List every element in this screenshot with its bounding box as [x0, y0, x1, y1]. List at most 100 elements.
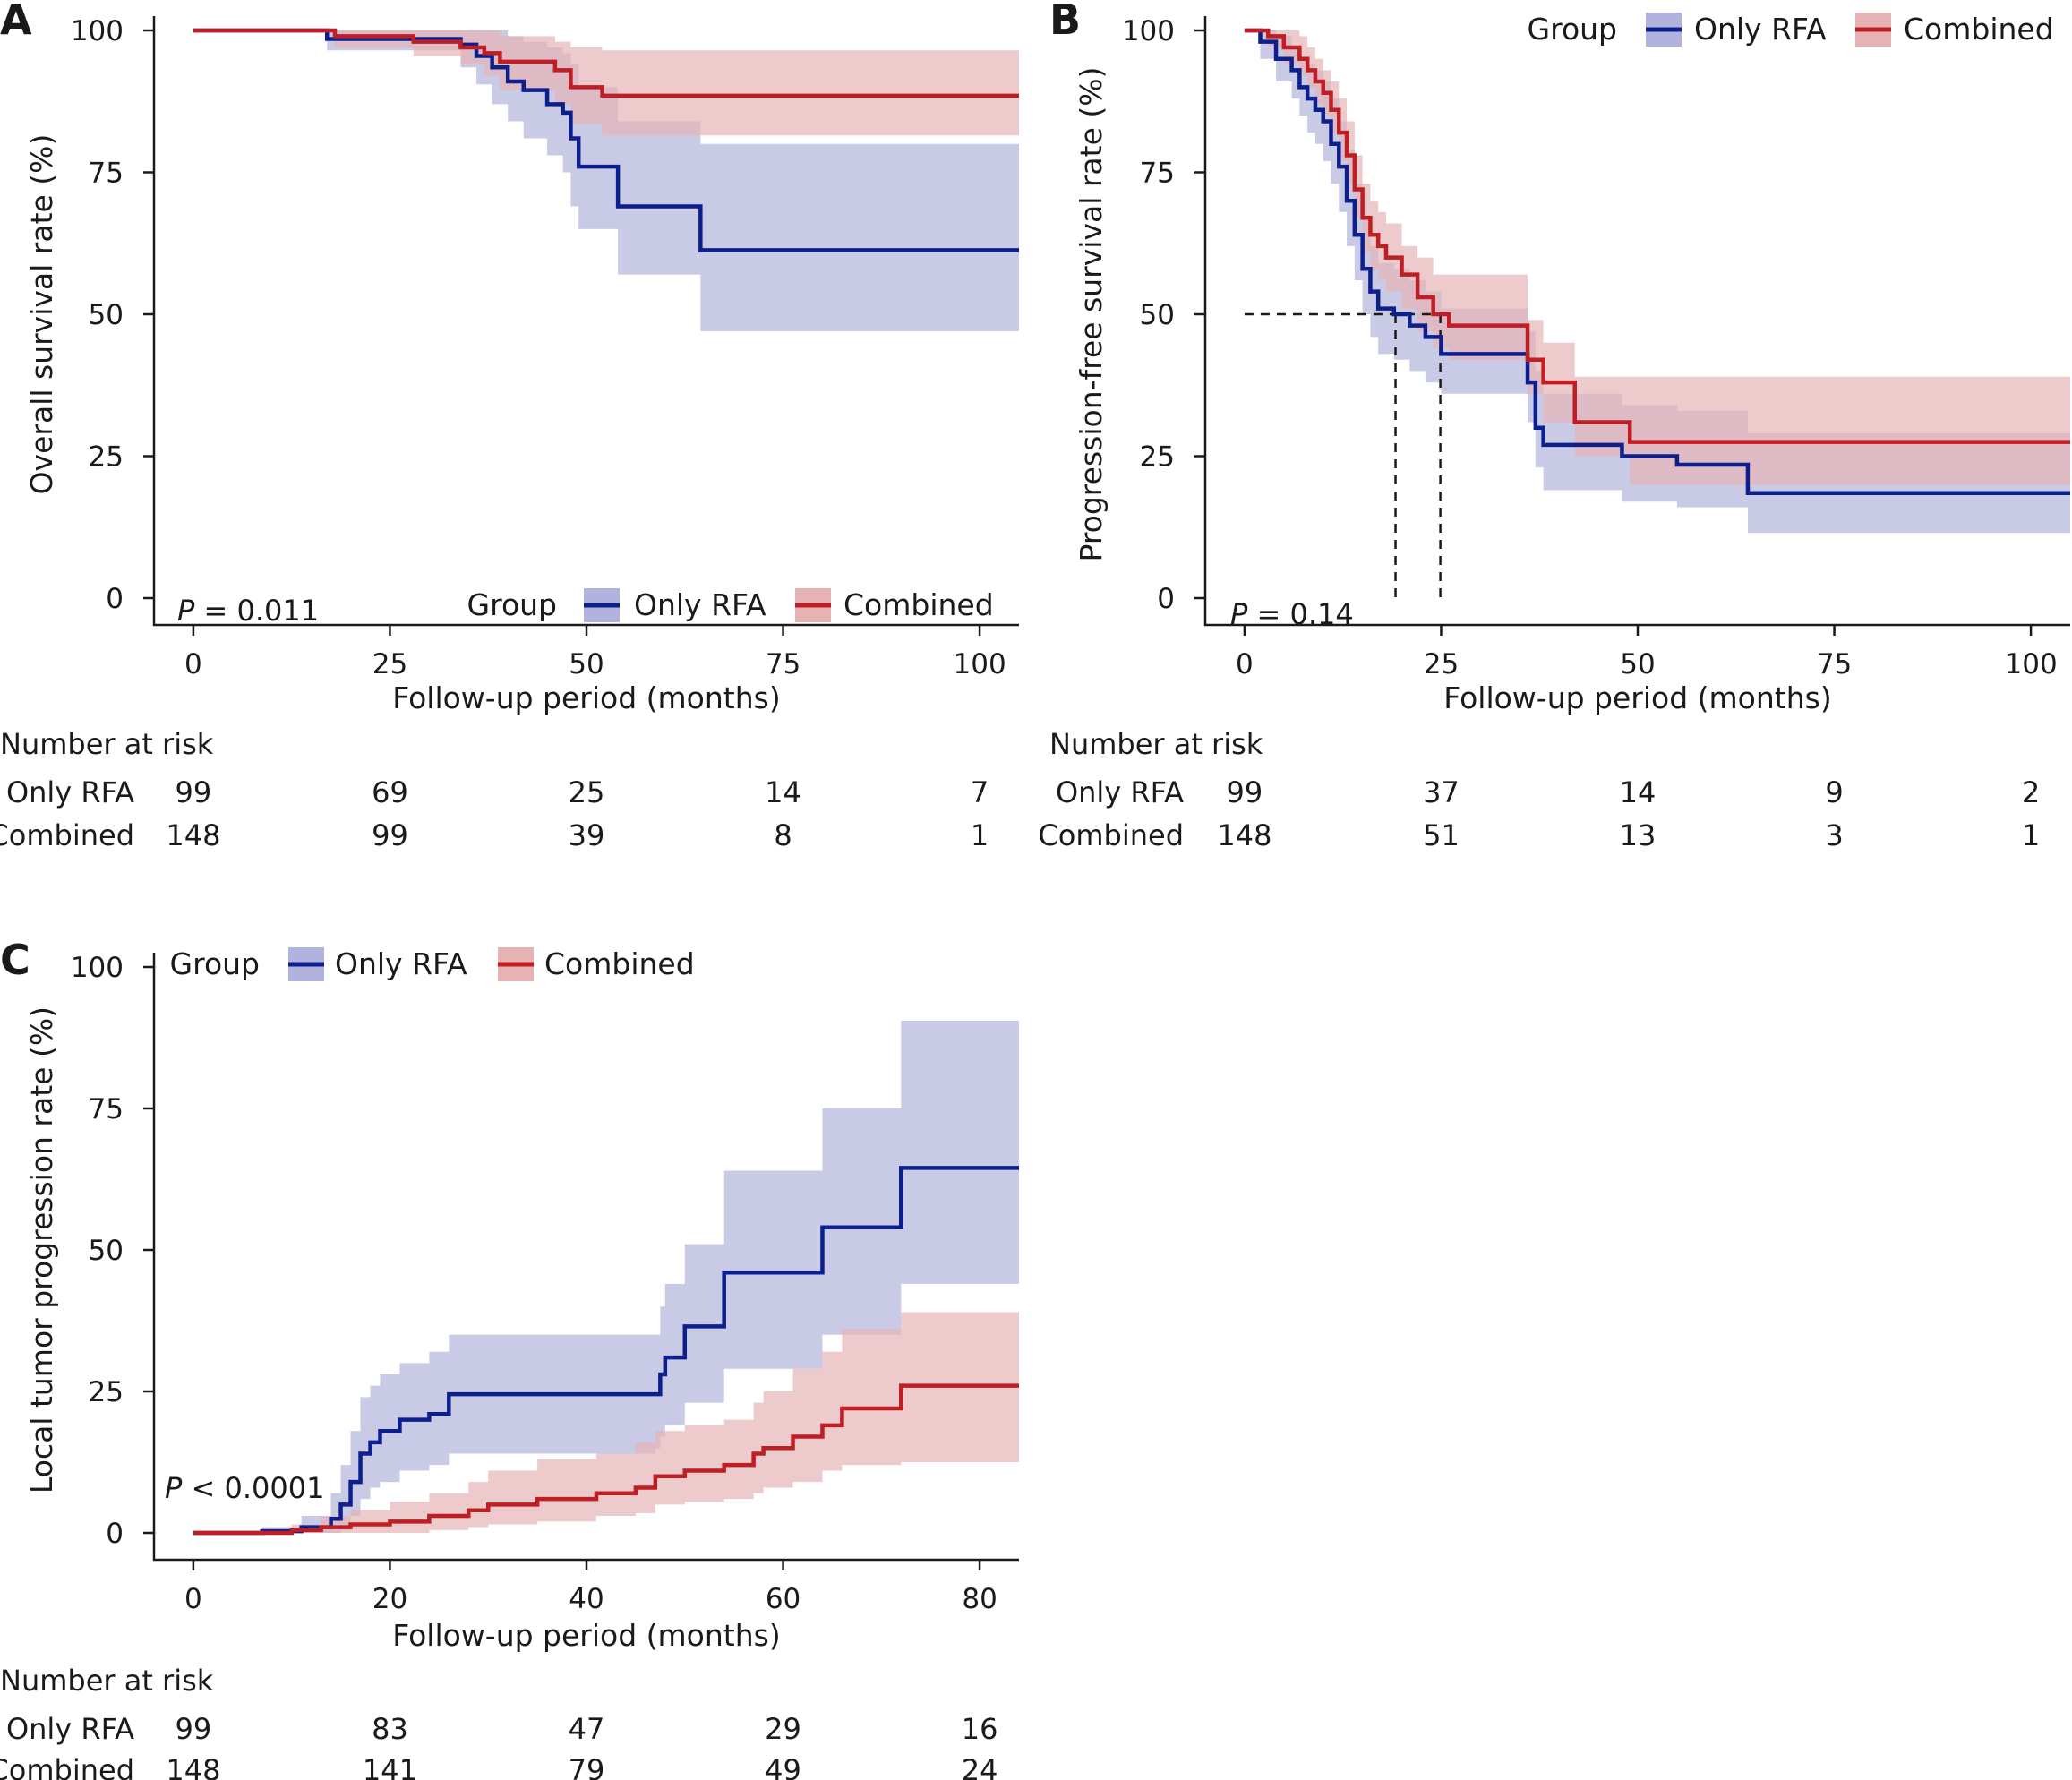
y-tick-label: 50	[1140, 299, 1175, 331]
risk-count: 141	[363, 1753, 417, 1780]
x-tick-label: 50	[569, 648, 604, 680]
y-axis-title: Progression-free survival rate (%)	[1074, 67, 1109, 562]
y-tick-label: 25	[1140, 441, 1175, 474]
x-tick-label: 100	[954, 648, 1006, 680]
p-value-text: = 0.011	[194, 594, 319, 628]
risk-count: 99	[1227, 775, 1263, 809]
y-tick-label: 75	[89, 158, 124, 190]
x-tick-label: 50	[1620, 648, 1655, 680]
panel-label: B	[1049, 0, 1081, 44]
curve-combined	[193, 1383, 1019, 1536]
risk-row-label: Combined	[0, 1753, 134, 1780]
y-axis-title: Overall survival rate (%)	[24, 134, 59, 495]
p-value-label: P < 0.0001	[165, 1471, 324, 1505]
y-axis-title: Local tumor progression rate (%)	[24, 1006, 59, 1493]
panel-b: B 0 25 50 75 100 0 25 50 75 100 Follow-up period (m…	[1038, 0, 2070, 852]
ci-band-only-rfa	[193, 30, 1020, 332]
risk-count: 99	[176, 1712, 212, 1746]
risk-row-label: Only RFA	[6, 1712, 134, 1746]
y-tick-label: 75	[1140, 158, 1175, 190]
risk-count: 16	[962, 1712, 998, 1746]
risk-count: 24	[962, 1753, 998, 1780]
legend-entry-label: Combined	[544, 946, 695, 981]
curve-combined	[1244, 28, 2070, 444]
risk-table: Number at risk Only RFA 99 37 14 9 2 Combined 14…	[1038, 727, 2040, 852]
risk-count: 148	[166, 1753, 220, 1780]
y-tick-label: 100	[1122, 15, 1175, 47]
x-axis-title: Follow-up period (months)	[1443, 680, 1831, 715]
risk-count: 39	[569, 818, 605, 852]
risk-count: 14	[1620, 775, 1657, 809]
risk-row-label: Only RFA	[1056, 775, 1184, 809]
x-tick-label: 25	[372, 648, 407, 680]
y-tick-label: 100	[71, 15, 124, 47]
x-tick-label: 25	[1424, 648, 1459, 680]
x-tick-label: 80	[962, 1583, 997, 1615]
panel-label: C	[0, 936, 30, 984]
x-tick-label: 40	[569, 1583, 604, 1615]
risk-count: 1	[2022, 818, 2040, 852]
y-tick-label: 50	[89, 299, 124, 331]
risk-count: 99	[372, 818, 408, 852]
x-tick-label: 0	[184, 1583, 202, 1615]
risk-count: 49	[765, 1753, 801, 1780]
p-symbol: P	[165, 1471, 183, 1505]
p-value-text: < 0.0001	[182, 1471, 324, 1505]
legend: Group Only RFA Combined	[1528, 12, 2054, 47]
p-symbol: P	[177, 594, 195, 628]
legend: Group Only RFA Combined	[467, 587, 994, 622]
x-tick-label: 75	[1817, 648, 1852, 680]
panel-c: C 0 25 50 75 100 0 20 40 60 80 Follow-up period (mo…	[0, 936, 1020, 1780]
risk-count: 69	[372, 775, 408, 809]
y-tick-label: 50	[89, 1235, 124, 1267]
curve-only-rfa	[193, 28, 1019, 252]
risk-count: 9	[1825, 775, 1843, 809]
p-symbol: P	[1230, 597, 1248, 631]
y-tick-label: 75	[89, 1093, 124, 1125]
risk-count: 7	[971, 775, 989, 809]
y-tick-label: 100	[71, 952, 124, 984]
y-tick-label: 0	[106, 1518, 124, 1550]
legend-entry-label: Only RFA	[634, 587, 766, 622]
risk-count: 83	[372, 1712, 408, 1746]
y-tick-label: 0	[1157, 583, 1175, 615]
legend: Group Only RFA Combined	[170, 946, 695, 981]
axis-frame	[152, 953, 1019, 1562]
risk-table-title: Number at risk	[1049, 727, 1263, 761]
legend-entry-label: Combined	[1904, 12, 2054, 47]
risk-count: 8	[774, 818, 792, 852]
risk-count: 148	[166, 818, 220, 852]
risk-row-label: Only RFA	[6, 775, 134, 809]
p-value-label: P = 0.011	[177, 594, 319, 628]
risk-count: 14	[765, 775, 801, 809]
risk-count: 79	[569, 1753, 605, 1780]
risk-count: 47	[569, 1712, 605, 1746]
legend-title: Group	[1528, 12, 1617, 47]
legend-entry-label: Only RFA	[335, 946, 467, 981]
x-axis-title: Follow-up period (months)	[392, 680, 780, 715]
x-tick-label: 20	[372, 1583, 407, 1615]
p-value-text: = 0.14	[1247, 597, 1353, 631]
y-tick-label: 25	[89, 441, 124, 474]
legend-title: Group	[467, 587, 557, 622]
x-axis-title: Follow-up period (months)	[392, 1618, 780, 1653]
ci-band-combined	[193, 30, 1020, 136]
risk-count: 29	[765, 1712, 801, 1746]
legend-entry-label: Only RFA	[1694, 12, 1827, 47]
x-tick-label: 0	[1236, 648, 1254, 680]
risk-row-label: Combined	[0, 818, 134, 852]
risk-row-label: Combined	[1038, 818, 1184, 852]
x-tick-label: 75	[766, 648, 801, 680]
risk-count: 1	[971, 818, 989, 852]
panel-a: A 0 25 50 75 100 0 25 50 75 100 Follow-up period (m…	[0, 0, 1020, 852]
curve-only-rfa	[1244, 28, 2070, 495]
panel-label: A	[0, 0, 32, 44]
legend-entry-label: Combined	[843, 587, 994, 622]
axis-frame	[1203, 16, 2070, 627]
ci-band-combined	[193, 1312, 1020, 1533]
ci-band-combined	[1244, 30, 2070, 485]
risk-count: 3	[1825, 818, 1843, 852]
ci-band-only-rfa	[193, 1021, 1020, 1533]
risk-table-title: Number at risk	[0, 727, 214, 761]
